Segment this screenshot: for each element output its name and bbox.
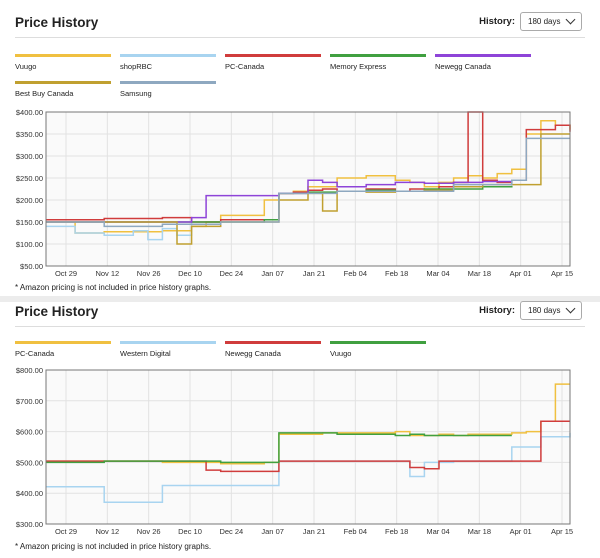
legend-label: Samsung	[120, 89, 152, 98]
x-tick-label: Oct 29	[55, 269, 77, 278]
legend-color-bar	[120, 54, 216, 57]
history-select[interactable]: 180 days	[520, 12, 582, 31]
legend-color-bar	[225, 341, 321, 344]
x-tick-label: Dec 24	[219, 269, 243, 278]
legend-color-bar	[330, 341, 426, 344]
legend-label: Best Buy Canada	[15, 89, 74, 98]
x-tick-label: Dec 10	[178, 527, 202, 536]
y-tick-label: $700.00	[16, 397, 43, 406]
x-tick-label: Oct 29	[55, 527, 77, 536]
plot-border	[45, 369, 571, 525]
panel-title: Price History	[15, 304, 99, 319]
series-line[interactable]	[46, 137, 570, 228]
price-chart-2: $800.00 $700.00 $600.00 $500.00 $400.00 $300.…	[16, 366, 573, 536]
x-tick-label: Mar 04	[426, 527, 449, 536]
legend-color-bar	[225, 54, 321, 57]
y-tick-label: $300.00	[16, 152, 43, 161]
y-tick-label: $500.00	[16, 458, 43, 467]
y-tick-label: $200.00	[16, 196, 43, 205]
y-tick-label: $600.00	[16, 428, 43, 437]
x-tick-label: Mar 18	[468, 269, 491, 278]
x-tick-label: Nov 26	[137, 269, 161, 278]
x-tick-label: Mar 04	[426, 269, 449, 278]
legend-color-bar	[15, 54, 111, 57]
legend-label: Vuugo	[15, 62, 37, 71]
chevron-down-icon	[565, 303, 576, 314]
y-tick-label: $300.00	[16, 520, 43, 529]
x-tick-label: Feb 04	[344, 269, 367, 278]
y-tick-label: $350.00	[16, 130, 43, 139]
history-select-value: 180 days	[528, 17, 561, 26]
x-tick-label: Apr 01	[510, 527, 532, 536]
x-tick-label: Nov 12	[95, 527, 119, 536]
history-select-value: 180 days	[528, 306, 561, 315]
title-divider	[15, 326, 585, 327]
legend-label: PC-Canada	[15, 349, 55, 358]
chevron-down-icon	[565, 14, 576, 25]
series-line[interactable]	[46, 432, 512, 464]
legend-label: Newegg Canada	[435, 62, 491, 71]
y-tick-label: $50.00	[20, 262, 43, 271]
x-tick-label: Jan 21	[303, 269, 326, 278]
price-history-panel-1: Price History History: 180 days Vuugo sho…	[15, 12, 585, 292]
title-divider	[15, 37, 585, 38]
legend-color-bar	[330, 54, 426, 57]
price-chart-1: $400.00 $350.00 $300.00 $250.00 $200.00 $150.…	[16, 108, 573, 278]
y-tick-label: $150.00	[16, 218, 43, 227]
y-tick-label: $100.00	[16, 240, 43, 249]
legend-color-bar	[120, 81, 216, 84]
plot-area	[45, 369, 571, 525]
panel-title: Price History	[15, 15, 99, 30]
history-select[interactable]: 180 days	[520, 301, 582, 320]
x-tick-label: Nov 26	[137, 527, 161, 536]
legend-label: Vuugo	[330, 349, 352, 358]
legend-color-bar	[120, 341, 216, 344]
legend-label: Memory Express	[330, 62, 387, 71]
history-control: History: 180 days	[479, 301, 582, 320]
y-tick-label: $400.00	[16, 108, 43, 117]
legend-color-bar	[15, 81, 111, 84]
x-tick-label: Dec 10	[178, 269, 202, 278]
amazon-note: * Amazon pricing is not included in pric…	[15, 542, 212, 551]
y-tick-label: $250.00	[16, 174, 43, 183]
amazon-note: * Amazon pricing is not included in pric…	[15, 283, 212, 292]
legend-label: shopRBC	[120, 62, 153, 71]
x-tick-label: Feb 18	[385, 269, 408, 278]
legend-color-bar	[15, 341, 111, 344]
x-tick-label: Jan 07	[261, 527, 284, 536]
x-tick-label: Nov 12	[95, 269, 119, 278]
series-line[interactable]	[46, 133, 570, 245]
x-tick-label: Feb 04	[344, 527, 367, 536]
history-label: History:	[479, 305, 515, 316]
series-line[interactable]	[46, 179, 513, 223]
x-tick-label: Apr 15	[551, 269, 573, 278]
legend-label: Newegg Canada	[225, 349, 281, 358]
x-tick-label: Feb 18	[385, 527, 408, 536]
legend-label: PC-Canada	[225, 62, 265, 71]
y-tick-label: $800.00	[16, 366, 43, 375]
x-tick-label: Apr 01	[510, 269, 532, 278]
series-line[interactable]	[46, 420, 570, 473]
plot-border	[45, 111, 571, 267]
x-tick-label: Mar 18	[468, 527, 491, 536]
x-tick-label: Apr 15	[551, 527, 573, 536]
x-tick-label: Dec 24	[219, 527, 243, 536]
history-label: History:	[479, 16, 515, 27]
history-control: History: 180 days	[479, 12, 582, 31]
legend-color-bar	[435, 54, 531, 57]
x-tick-label: Jan 07	[261, 269, 284, 278]
price-history-panel-2: Price History History: 180 days PC-Canad…	[0, 296, 600, 558]
y-tick-label: $400.00	[16, 489, 43, 498]
x-tick-label: Jan 21	[303, 527, 326, 536]
legend-label: Western Digital	[120, 349, 171, 358]
panel-separator	[0, 296, 600, 302]
